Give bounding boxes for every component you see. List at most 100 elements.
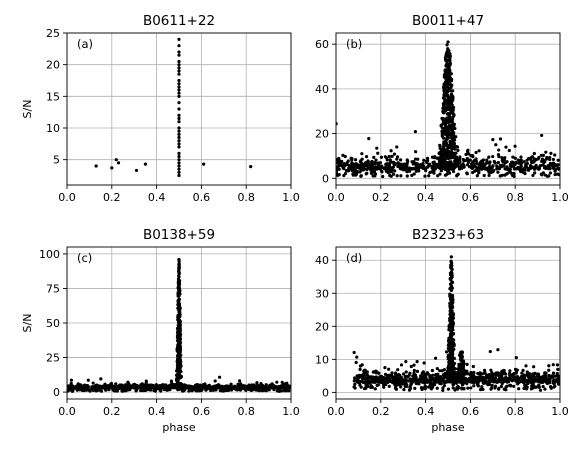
data-point — [412, 166, 416, 171]
data-point — [440, 154, 444, 159]
data-point — [454, 155, 459, 159]
data-point — [451, 107, 455, 112]
data-point — [165, 388, 169, 392]
data-point — [375, 167, 379, 171]
data-point — [540, 157, 544, 161]
data-point — [175, 347, 179, 351]
data-point — [343, 154, 347, 159]
data-point — [491, 376, 495, 380]
data-point — [548, 157, 552, 162]
data-point — [510, 160, 514, 164]
data-point — [422, 164, 426, 168]
data-point — [404, 370, 408, 374]
data-point — [428, 170, 432, 175]
data-point — [485, 166, 489, 170]
x-tick-label: 1.0 — [282, 191, 300, 204]
data-point — [541, 171, 545, 175]
data-point — [505, 167, 509, 171]
data-point — [401, 380, 405, 384]
data-point — [364, 384, 368, 388]
data-point — [501, 377, 505, 381]
data-point — [438, 376, 442, 380]
data-point — [179, 364, 183, 368]
data-point — [249, 165, 253, 169]
data-point — [480, 163, 484, 167]
data-point — [475, 382, 480, 387]
data-point — [397, 382, 401, 386]
data-point — [373, 376, 377, 380]
data-point — [451, 386, 455, 390]
data-point — [177, 91, 181, 95]
data-point — [505, 380, 509, 384]
data-point — [549, 151, 553, 155]
axes-frame — [335, 32, 561, 186]
data-point — [405, 161, 409, 166]
data-point — [387, 384, 391, 388]
data-point — [530, 155, 535, 159]
data-point — [465, 150, 470, 154]
data-point — [510, 173, 515, 177]
data-point — [343, 171, 348, 176]
data-point — [405, 382, 409, 387]
data-point — [184, 386, 189, 390]
data-point — [473, 169, 477, 173]
data-point — [543, 376, 547, 380]
data-point — [545, 155, 549, 160]
data-point — [477, 149, 481, 153]
data-point — [522, 373, 526, 377]
data-point — [486, 161, 490, 165]
data-point — [423, 381, 427, 385]
data-point — [448, 351, 452, 355]
data-point — [368, 375, 373, 379]
data-point — [456, 172, 460, 176]
data-point — [175, 377, 179, 381]
data-point — [202, 162, 206, 166]
data-point — [336, 171, 339, 176]
data-point — [435, 386, 439, 390]
data-point — [539, 376, 543, 380]
data-point — [446, 119, 450, 123]
data-point — [435, 367, 439, 371]
data-point — [497, 387, 501, 391]
data-point — [434, 165, 438, 170]
data-point — [543, 371, 547, 375]
data-point — [352, 379, 356, 383]
data-point — [412, 363, 416, 367]
data-point — [512, 384, 516, 388]
data-point — [423, 174, 427, 178]
data-point — [447, 96, 451, 100]
data-points — [94, 37, 253, 178]
data-point — [517, 161, 521, 165]
data-point — [425, 379, 429, 383]
axes-frame — [66, 32, 292, 186]
data-point — [448, 61, 452, 66]
data-point — [94, 388, 98, 392]
data-point — [397, 376, 401, 380]
data-point — [449, 255, 453, 259]
data-point — [460, 363, 465, 367]
data-point — [556, 367, 560, 371]
data-point — [366, 374, 370, 378]
data-point — [451, 323, 455, 327]
data-point — [94, 164, 98, 168]
data-point — [445, 102, 449, 106]
data-point — [222, 389, 226, 393]
data-point — [373, 387, 377, 391]
chart-title: B0611+22 — [143, 13, 215, 29]
data-point — [444, 58, 448, 63]
data-point — [249, 388, 253, 393]
data-point — [369, 384, 373, 388]
data-point — [408, 371, 412, 375]
panel-label: (a) — [77, 37, 93, 51]
x-tick-label: 0.8 — [237, 191, 255, 204]
data-point — [441, 136, 446, 140]
data-point — [405, 174, 409, 178]
data-point — [215, 384, 219, 388]
data-point — [287, 389, 291, 393]
y-tick-label: 0 — [53, 386, 60, 399]
data-point — [422, 361, 426, 365]
data-point — [547, 364, 551, 368]
data-point — [526, 378, 531, 382]
data-point — [396, 164, 400, 168]
data-point — [533, 167, 537, 171]
